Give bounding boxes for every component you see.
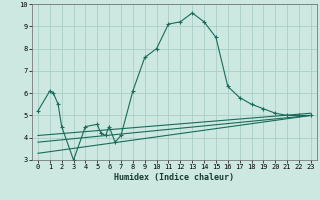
X-axis label: Humidex (Indice chaleur): Humidex (Indice chaleur) [115, 173, 234, 182]
